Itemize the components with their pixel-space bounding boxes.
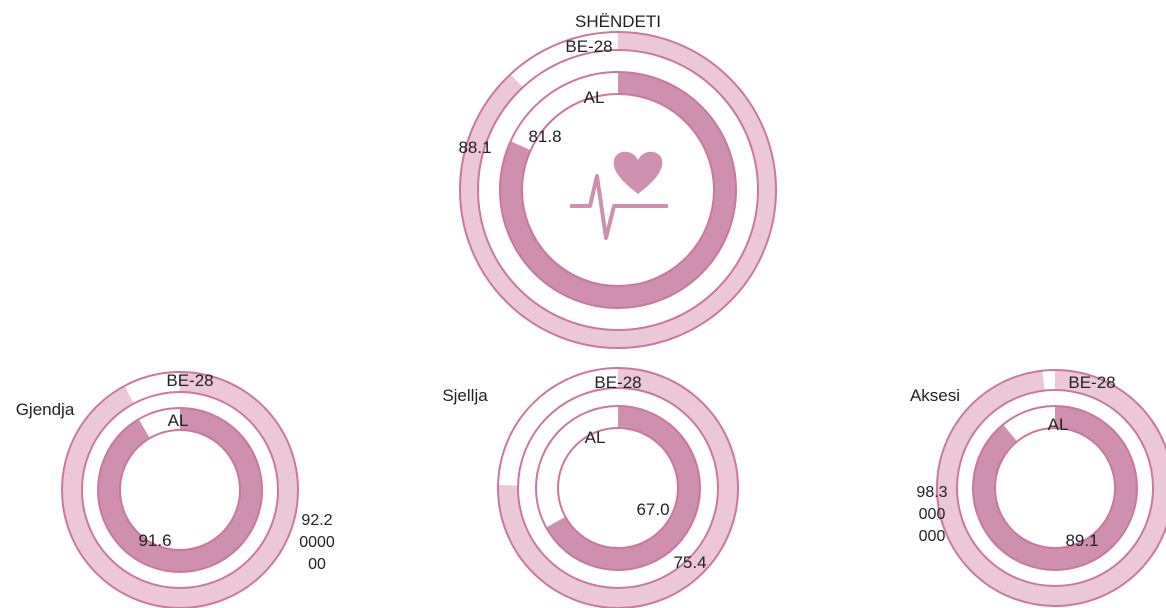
series-name: BE-28 <box>1068 373 1116 392</box>
ring-border <box>119 429 241 551</box>
ring-border <box>557 427 679 549</box>
series-name: AL <box>167 411 189 430</box>
value-label: 75.4 <box>673 553 707 572</box>
value-label: 98.3000000 <box>916 484 948 545</box>
series-name: AL <box>584 428 606 447</box>
chart-title: Sjellja <box>442 386 488 405</box>
ring-border <box>956 389 1154 587</box>
chart-title: SHËNDETI <box>575 12 661 31</box>
value-label: 92.2000000 <box>299 512 335 573</box>
value-label: 91.6 <box>138 531 172 550</box>
ring-border <box>497 367 739 608</box>
ring-border <box>459 31 777 349</box>
ring-value <box>500 72 736 308</box>
value-label: 88.1 <box>458 138 492 157</box>
ring-value <box>460 32 776 348</box>
chart-title: Gjendja <box>15 400 75 419</box>
value-label: 67.0 <box>636 500 670 519</box>
pulse-line <box>570 174 668 240</box>
series-name: AL <box>1047 415 1069 434</box>
value-label: 81.8 <box>528 127 562 146</box>
ring-border <box>994 427 1116 549</box>
series-name: BE-28 <box>594 373 642 392</box>
chart-title: Aksesi <box>909 386 961 405</box>
ring-value <box>62 372 298 608</box>
series-name: BE-28 <box>166 371 214 390</box>
heart-icon <box>570 151 668 240</box>
ring-border <box>936 369 1166 607</box>
value-label: 89.1 <box>1065 531 1099 550</box>
ring-value <box>98 408 262 572</box>
ring-value <box>498 368 738 608</box>
heart <box>613 151 663 194</box>
ring-border <box>535 405 701 571</box>
ring-border <box>81 391 279 589</box>
ring-border <box>477 49 759 331</box>
ring-border <box>499 71 737 309</box>
ring-value <box>973 406 1137 570</box>
ring-border <box>97 407 263 573</box>
ring-border <box>61 371 299 608</box>
rings <box>61 31 1166 608</box>
series-name: BE-28 <box>565 37 613 56</box>
ring-border <box>521 93 715 287</box>
ring-border <box>517 387 719 589</box>
ring-value <box>937 370 1166 606</box>
ring-value <box>546 406 700 570</box>
series-name: AL <box>583 88 605 107</box>
ring-border <box>972 405 1138 571</box>
